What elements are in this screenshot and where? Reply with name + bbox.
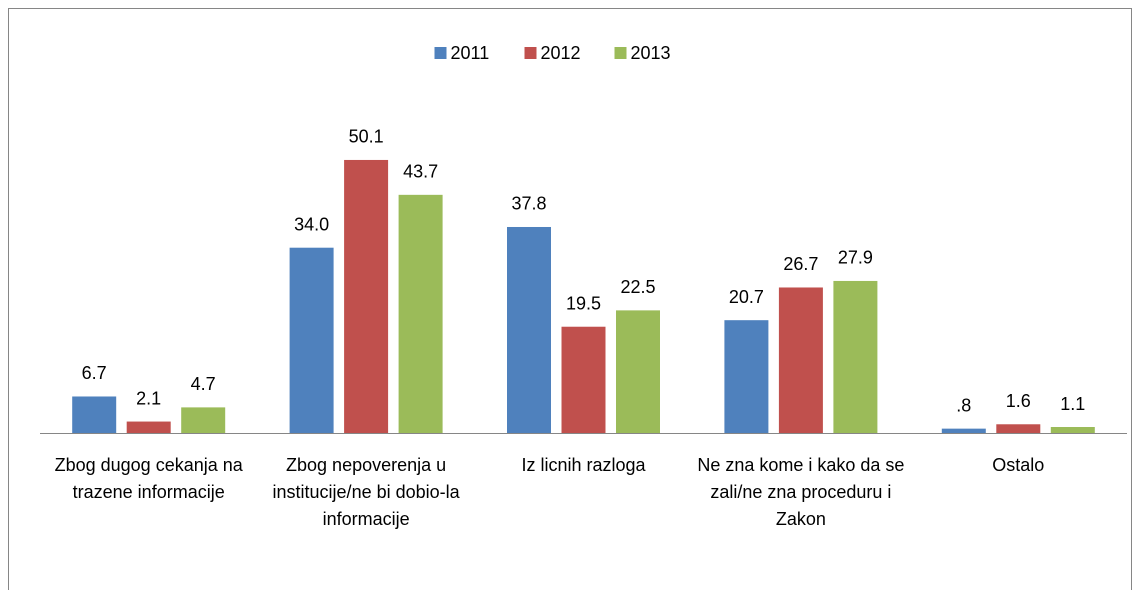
legend-label: 2013 (631, 43, 671, 63)
value-label: 50.1 (349, 127, 384, 147)
bar (126, 421, 171, 433)
bar (181, 407, 226, 433)
legend-swatch (614, 47, 627, 59)
legend-label: 2012 (541, 43, 581, 63)
bar (72, 396, 117, 433)
x-tick-label: Ne zna kome i kako da se zali/ne zna pro… (697, 455, 905, 529)
chart-border (8, 8, 1132, 590)
legend-swatch (524, 47, 537, 59)
value-label: 6.7 (82, 363, 107, 383)
value-label: 19.5 (566, 293, 601, 313)
bar (507, 226, 551, 433)
value-label: 20.7 (729, 287, 764, 307)
x-tick-label: Zbog dugog cekanja na trazene informacij… (54, 455, 243, 502)
bar (344, 159, 389, 433)
value-label: 1.6 (1006, 391, 1031, 411)
bar (289, 247, 334, 433)
value-label: 34.0 (294, 214, 329, 234)
legend-label: 2011 (451, 43, 490, 63)
bar (616, 310, 660, 433)
value-label: 27.9 (838, 248, 873, 268)
bar (778, 287, 823, 433)
bar (996, 424, 1041, 433)
bar (561, 326, 606, 433)
value-label: 22.5 (620, 277, 655, 297)
bar (941, 428, 986, 433)
bar (398, 194, 443, 433)
value-label: 37.8 (511, 194, 546, 214)
x-tick-label: Zbog nepoverenja u institucije/ne bi dob… (272, 455, 460, 529)
value-label: 1.1 (1060, 394, 1085, 414)
x-tick-label: Ostalo (992, 455, 1045, 475)
value-label: 2.1 (136, 388, 161, 408)
legend-swatch (434, 47, 447, 59)
bar (724, 320, 769, 433)
value-label: 4.7 (191, 374, 216, 394)
value-label: 43.7 (403, 162, 438, 182)
value-label: .8 (956, 395, 971, 415)
bar (833, 280, 878, 433)
x-tick-label: Iz licnih razloga (521, 455, 646, 475)
bar (1050, 427, 1095, 433)
value-label: 26.7 (783, 254, 818, 274)
